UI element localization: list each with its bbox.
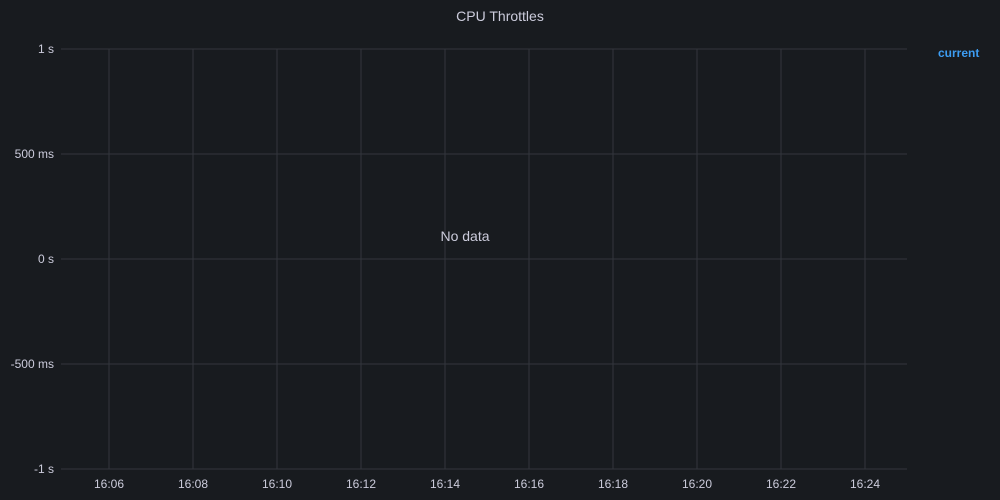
grid-lines [61, 48, 907, 470]
legend: current [938, 46, 979, 60]
legend-item-current[interactable]: current [938, 46, 980, 60]
y-axis: 1 s 500 ms 0 s -500 ms -1 s [11, 42, 54, 476]
x-tick-label: 16:12 [346, 477, 376, 491]
x-tick-label: 16:14 [430, 477, 460, 491]
x-tick-label: 16:16 [514, 477, 544, 491]
y-tick-label: 500 ms [15, 147, 54, 161]
x-axis: 16:06 16:08 16:10 16:12 16:14 16:16 16:18 16:20… [94, 477, 880, 491]
y-tick-label: 0 s [38, 252, 54, 266]
x-tick-label: 16:10 [262, 477, 292, 491]
y-tick-label: 1 s [38, 42, 54, 56]
x-tick-label: 16:22 [766, 477, 796, 491]
panel-title: CPU Throttles [456, 8, 544, 24]
x-tick-label: 16:24 [850, 477, 880, 491]
no-data-message: No data [440, 228, 489, 244]
x-tick-label: 16:18 [598, 477, 628, 491]
y-tick-label: -500 ms [11, 357, 54, 371]
y-tick-label: -1 s [34, 462, 54, 476]
x-tick-label: 16:08 [178, 477, 208, 491]
x-tick-label: 16:06 [94, 477, 124, 491]
x-tick-label: 16:20 [682, 477, 712, 491]
